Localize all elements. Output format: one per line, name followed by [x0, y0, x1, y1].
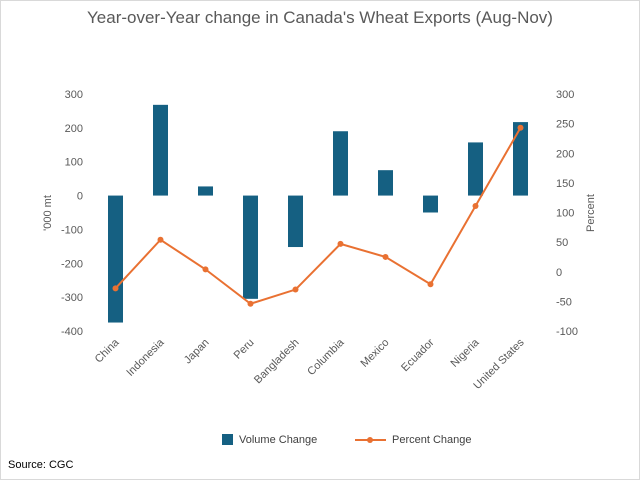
y-tick-label: 300	[65, 89, 83, 101]
x-tick-label: Japan	[182, 337, 212, 367]
x-tick-label: Indonesia	[124, 336, 167, 379]
legend-volume-swatch	[222, 434, 233, 445]
legend: Volume Change Percent Change	[222, 434, 472, 446]
y-axis-title: '000 mt	[42, 195, 54, 231]
source-note: Source: CGC	[8, 459, 74, 471]
percent-point-peru	[247, 300, 254, 307]
x-tick-label: Columbia	[305, 336, 347, 378]
bar-ecuador	[423, 195, 438, 213]
percent-point-nigeria	[472, 202, 479, 209]
percent-point-columbia	[337, 240, 344, 247]
y2-tick-label: 250	[556, 119, 574, 131]
y2-tick-label: 100	[556, 208, 574, 220]
y-tick-label: 200	[65, 123, 83, 135]
y2-axis-title: Percent	[585, 194, 597, 232]
percent-point-united-states	[517, 124, 524, 131]
y-tick-label: -400	[61, 326, 83, 338]
bar-mexico	[378, 170, 393, 196]
chart-title: Year-over-Year change in Canada's Wheat …	[87, 8, 553, 27]
percent-point-ecuador	[427, 281, 434, 288]
y-tick-label: -300	[61, 292, 83, 304]
y2-tick-label: 150	[556, 178, 574, 190]
legend-percent-marker	[367, 437, 373, 443]
y2-tick-label: 300	[556, 89, 574, 101]
bar-united-states	[513, 122, 528, 196]
percent-point-bangladesh	[292, 286, 299, 293]
bar-bangladesh	[288, 195, 303, 248]
y2-tick-label: 0	[556, 267, 562, 279]
bar-columbia	[333, 131, 348, 196]
y2-tick-label: -50	[556, 296, 572, 308]
percent-point-mexico	[382, 253, 389, 260]
percent-point-indonesia	[157, 236, 164, 243]
y-tick-label: 100	[65, 157, 83, 169]
y2-tick-label: -100	[556, 326, 578, 338]
percent-change-line	[114, 127, 522, 305]
bar-china	[108, 195, 123, 323]
legend-volume-label: Volume Change	[239, 434, 317, 446]
bar-peru	[243, 195, 258, 299]
y-tick-label: 0	[77, 191, 83, 203]
x-tick-label: Peru	[232, 337, 257, 362]
bar-nigeria	[468, 142, 483, 196]
x-tick-label: China	[93, 336, 122, 365]
legend-percent-label: Percent Change	[392, 434, 472, 446]
x-tick-label: Nigeria	[448, 336, 482, 370]
y-tick-label: -100	[61, 224, 83, 236]
x-tick-label: Ecuador	[399, 336, 437, 374]
y2-tick-label: 50	[556, 237, 568, 249]
bar-japan	[198, 186, 213, 196]
y-tick-label: -200	[61, 258, 83, 270]
bar-indonesia	[153, 104, 168, 196]
x-tick-label: Mexico	[358, 337, 391, 370]
x-tick-label: Bangladesh	[252, 337, 302, 387]
percent-point-china	[112, 285, 119, 292]
percent-point-japan	[202, 266, 209, 273]
y2-tick-label: 200	[556, 148, 574, 160]
